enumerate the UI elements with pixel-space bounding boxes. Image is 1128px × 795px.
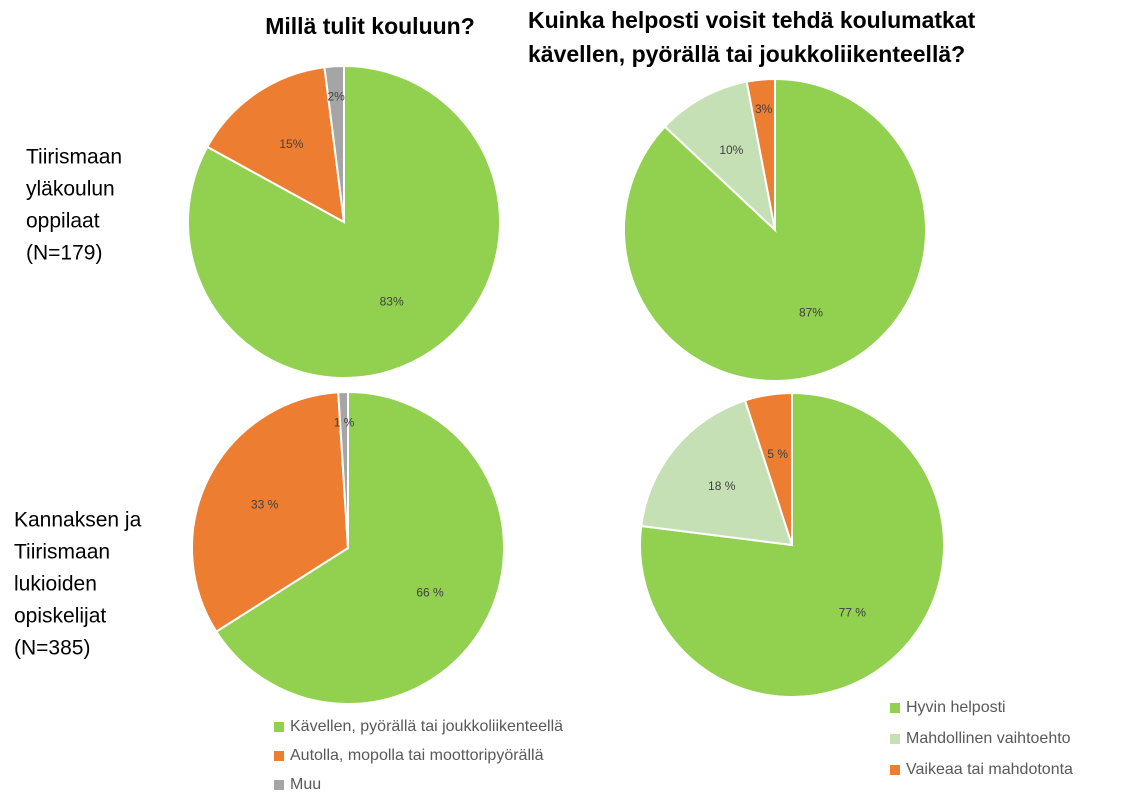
pie-slice [205,66,346,224]
pie-slice [323,64,345,223]
row-label: (N=179) [26,242,102,265]
data-label: 10% [719,143,743,157]
legend-label: Kävellen, pyörällä tai joukkoliikenteell… [290,718,563,735]
row-label: oppilaat [26,210,100,233]
pie-slice [663,80,777,233]
pie-slice [623,77,927,382]
legend-label: Hyvin helposti [906,699,1006,716]
data-label: 1 % [334,415,355,429]
row-label: Tiirismaan [14,541,110,564]
legend-swatch [274,722,284,732]
row-label: (N=385) [14,637,90,660]
pie-slice [640,399,794,547]
legend-label: Vaikeaa tai mahdotonta [906,761,1073,778]
data-label: 15% [279,137,303,151]
column-title: kävellen, pyörällä tai joukkoliikenteell… [528,41,965,67]
data-label: 87% [799,305,823,319]
data-label: 18 % [708,479,736,493]
legend-label: Mahdollinen vaihtoehto [906,730,1071,747]
legend-label: Autolla, mopolla tai moottoripyörällä [290,747,544,764]
column-title: Millä tulit kouluun? [265,13,475,39]
column-title: Kuinka helposti voisit tehdä koulumatkat [528,7,976,33]
row-label: yläkoulun [26,178,115,201]
row-label: opiskelijat [14,605,106,628]
legend-swatch [890,703,900,713]
pie-slice [639,391,945,698]
row-label: Tiirismaan [26,146,122,169]
data-label: 3% [755,102,773,116]
pie-slice [337,390,349,549]
data-label: 2% [327,90,345,104]
legend-swatch [274,780,284,790]
pie-slice [191,391,350,633]
pie-slice [214,390,505,705]
row-label: Kannaksen ja [14,509,142,532]
row-label: lukioiden [14,573,97,596]
legend-swatch [890,734,900,744]
pie-slice [745,77,776,231]
data-label: 66 % [416,585,444,599]
legend-label: Muu [290,776,321,793]
pie-slice [743,391,793,546]
legend-swatch [890,765,900,775]
data-label: 33 % [251,498,279,512]
data-label: 5 % [767,447,788,461]
data-label: 77 % [839,606,867,620]
data-label: 83% [380,295,404,309]
legend-swatch [274,751,284,761]
